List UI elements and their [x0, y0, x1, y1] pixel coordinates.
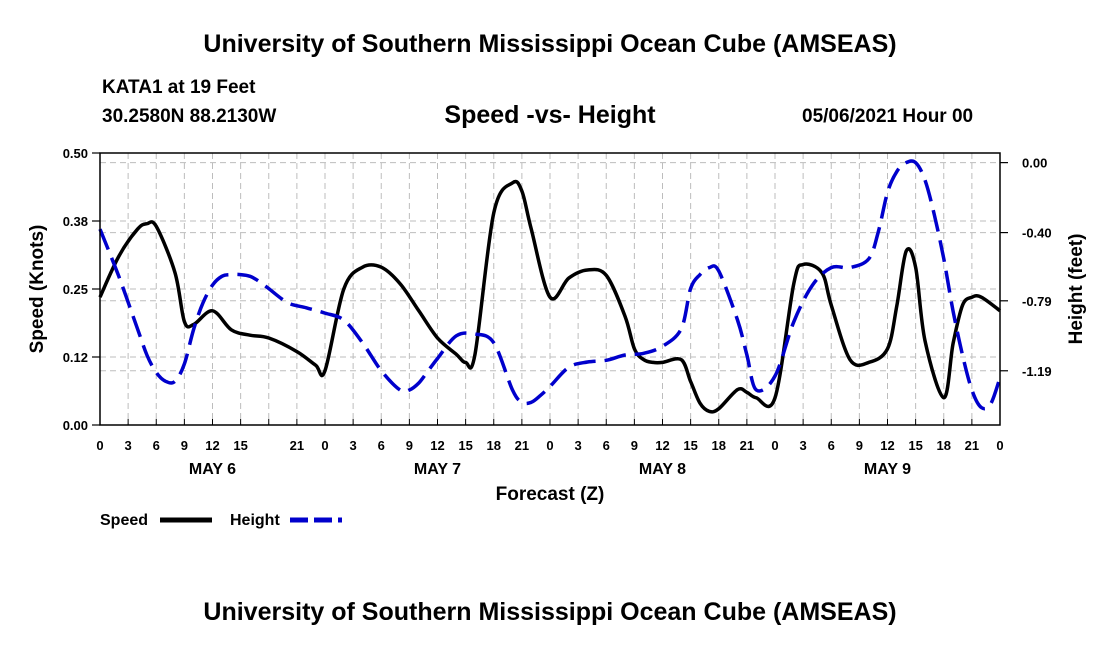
- series: [98, 159, 1002, 414]
- footer-title: University of Southern Mississippi Ocean…: [203, 598, 897, 626]
- x-tick-label: 6: [153, 438, 160, 453]
- y-right-tick-label: -0.79: [1022, 294, 1052, 309]
- x-tick-label: 21: [740, 438, 754, 453]
- x-tick-label: 6: [378, 438, 385, 453]
- x-tick-label: 3: [125, 438, 132, 453]
- x-tick-label: 9: [856, 438, 863, 453]
- x-tick-label: 18: [712, 438, 726, 453]
- x-day-label: MAY 7: [414, 461, 461, 478]
- y-axis-left-label: Speed (Knots): [27, 225, 48, 354]
- legend-height-label: Height: [230, 512, 280, 529]
- station-label: KATA1 at 19 Feet: [102, 77, 256, 98]
- series-line-speed: [98, 179, 1002, 414]
- x-tick-label: 15: [908, 438, 922, 453]
- axes: 0 3 6 9 12 15 21 0 3 6 9 12 15 18 21 0 3 6 9 12 15 18 21 0 3 6 9 12…: [63, 146, 1052, 478]
- x-tick-label: 21: [965, 438, 979, 453]
- x-tick-label: 3: [800, 438, 807, 453]
- y-left-tick-label: 0.38: [63, 214, 88, 229]
- x-tick-label: 0: [771, 438, 778, 453]
- chart-title: Speed -vs- Height: [444, 101, 656, 129]
- header-title: University of Southern Mississippi Ocean…: [203, 30, 897, 58]
- x-tick-label: 6: [603, 438, 610, 453]
- x-axis-label: Forecast (Z): [496, 484, 605, 505]
- x-tick-label: 3: [575, 438, 582, 453]
- y-left-tick-label: 0.25: [63, 282, 88, 297]
- x-tick-label: 0: [96, 438, 103, 453]
- station-coordinates: 30.2580N 88.2130W: [102, 106, 277, 127]
- x-day-label: MAY 6: [189, 461, 236, 478]
- y-left-tick-label: 0.12: [63, 350, 88, 365]
- legend-speed-label: Speed: [100, 512, 148, 529]
- x-tick-label: 15: [683, 438, 697, 453]
- x-tick-label: 15: [233, 438, 247, 453]
- y-left-tick-label: 0.50: [63, 146, 88, 161]
- legend: Speed Height: [100, 512, 342, 529]
- x-tick-label: 21: [290, 438, 304, 453]
- y-right-tick-label: 0.00: [1022, 156, 1047, 171]
- x-tick-label: 12: [430, 438, 444, 453]
- y-left-tick-label: 0.00: [63, 418, 88, 433]
- x-day-label: MAY 9: [864, 461, 911, 478]
- x-tick-label: 0: [996, 438, 1003, 453]
- x-tick-label: 12: [880, 438, 894, 453]
- x-tick-label: 9: [181, 438, 188, 453]
- x-tick-label: 6: [828, 438, 835, 453]
- x-tick-label: 0: [546, 438, 553, 453]
- x-tick-label: 12: [655, 438, 669, 453]
- y-right-tick-label: -1.19: [1022, 364, 1052, 379]
- x-tick-label: 18: [487, 438, 501, 453]
- x-tick-label: 3: [350, 438, 357, 453]
- x-tick-label: 18: [937, 438, 951, 453]
- x-day-label: MAY 8: [639, 461, 686, 478]
- y-axis-right-label: Height (feet): [1066, 234, 1087, 345]
- x-tick-label: 9: [631, 438, 638, 453]
- x-tick-label: 9: [406, 438, 413, 453]
- series-line-height: [98, 159, 1002, 411]
- x-tick-label: 15: [458, 438, 472, 453]
- y-right-tick-label: -0.40: [1022, 226, 1052, 241]
- x-tick-label: 12: [205, 438, 219, 453]
- grid: [100, 153, 1000, 425]
- x-tick-label: 0: [321, 438, 328, 453]
- forecast-date: 05/06/2021 Hour 00: [802, 106, 974, 127]
- x-tick-label: 21: [515, 438, 529, 453]
